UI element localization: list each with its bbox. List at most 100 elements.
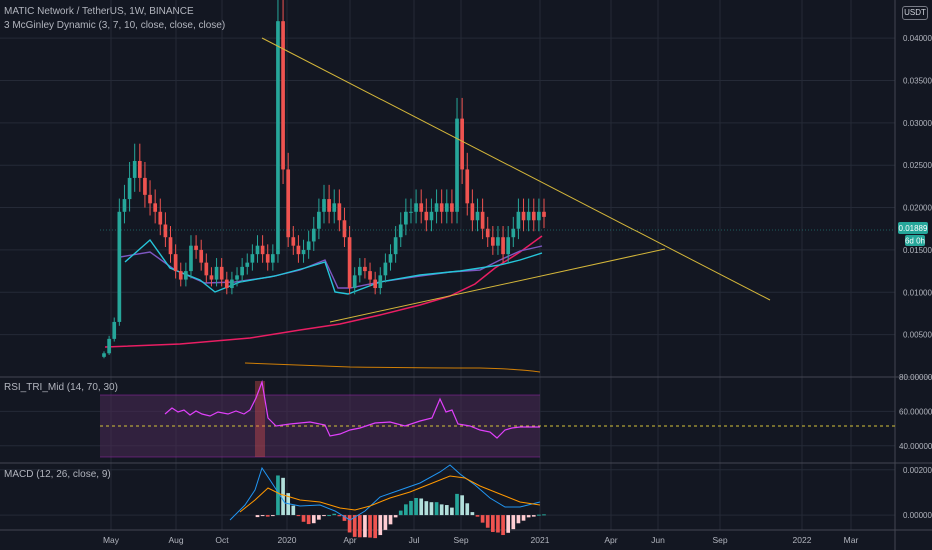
candle-body[interactable] (137, 160, 142, 178)
candle-body[interactable] (209, 275, 214, 280)
candle-body[interactable] (317, 211, 321, 229)
candle-body[interactable] (480, 211, 485, 229)
candle-body[interactable] (368, 271, 372, 280)
candle-body[interactable] (230, 279, 234, 289)
candle-body[interactable] (521, 211, 526, 221)
candle-body[interactable] (470, 203, 475, 221)
candle-body[interactable] (153, 203, 158, 212)
candle-body[interactable] (117, 211, 122, 322)
symbol-title[interactable]: MATIC Network / TetherUS, 1W, BINANCE (4, 6, 194, 17)
macd-histogram-bar (363, 515, 367, 538)
candle-body[interactable] (158, 211, 163, 225)
candle-body[interactable] (537, 211, 541, 221)
countdown-badge (905, 235, 925, 246)
candle-body[interactable] (132, 160, 137, 178)
candle-body[interactable] (250, 254, 255, 263)
candle-body[interactable] (414, 203, 418, 212)
candle-body[interactable] (439, 203, 444, 212)
candle-body[interactable] (322, 199, 326, 212)
candle-body[interactable] (301, 249, 306, 255)
currency-badge[interactable]: USDT (902, 6, 928, 20)
candle-body[interactable] (409, 211, 413, 213)
candle-body[interactable] (465, 169, 470, 204)
candle-body[interactable] (214, 266, 219, 280)
candle-body[interactable] (516, 211, 521, 229)
candle-body[interactable] (296, 245, 301, 255)
candle-body[interactable] (260, 245, 265, 255)
candle-body[interactable] (143, 177, 147, 195)
candle-body[interactable] (388, 254, 393, 263)
candle-body[interactable] (189, 245, 193, 272)
candle-body[interactable] (184, 271, 188, 280)
candle-body[interactable] (194, 245, 198, 250)
candle-body[interactable] (357, 266, 362, 276)
candle-body[interactable] (404, 211, 408, 225)
macd-histogram-bar (470, 512, 475, 516)
candle-body[interactable] (393, 237, 398, 255)
candle-body[interactable] (127, 177, 132, 200)
candle-body[interactable] (122, 199, 127, 212)
candle-body[interactable] (332, 203, 337, 212)
candle-body[interactable] (224, 279, 229, 289)
candle-body[interactable] (276, 21, 280, 255)
candle-body[interactable] (424, 211, 429, 221)
candle-body[interactable] (311, 228, 316, 242)
candle-body[interactable] (506, 237, 511, 255)
candle-body[interactable] (429, 211, 434, 221)
candle-body[interactable] (291, 237, 296, 246)
candle-body[interactable] (450, 203, 454, 212)
lower-trendline[interactable] (329, 248, 666, 323)
candle-body[interactable] (219, 266, 224, 280)
candle-body[interactable] (542, 211, 546, 217)
candle-body[interactable] (245, 262, 250, 267)
candle-body[interactable] (363, 266, 367, 272)
candle-body[interactable] (373, 279, 378, 289)
candle-body[interactable] (255, 245, 260, 255)
candle-body[interactable] (352, 275, 357, 289)
candle-body[interactable] (490, 237, 495, 246)
candle-body[interactable] (475, 211, 480, 221)
candle-body[interactable] (204, 262, 209, 276)
candle-body[interactable] (327, 199, 331, 212)
candle-body[interactable] (455, 118, 459, 212)
candle-body[interactable] (347, 237, 352, 289)
candle-body[interactable] (501, 237, 505, 255)
candle-body[interactable] (173, 254, 178, 272)
candle-body[interactable] (240, 266, 244, 276)
candle-body[interactable] (270, 254, 275, 263)
candle-body[interactable] (107, 338, 111, 354)
candle-body[interactable] (383, 262, 388, 276)
candle-body[interactable] (496, 237, 500, 246)
candle-body[interactable] (526, 211, 531, 221)
macd-histogram (255, 475, 546, 539)
mcginley-legend[interactable]: 3 McGinley Dynamic (3, 7, 10, close, clo… (4, 20, 226, 31)
y-tick-label: 0.03500 (903, 76, 932, 85)
candle-body[interactable] (342, 220, 347, 238)
candle-body[interactable] (306, 241, 311, 250)
candle-body[interactable] (485, 228, 490, 238)
candle-body[interactable] (337, 203, 342, 221)
candle-body[interactable] (199, 249, 204, 263)
candle-body[interactable] (398, 224, 403, 238)
candle-body[interactable] (444, 203, 449, 212)
candle-body[interactable] (460, 118, 464, 170)
candle-body[interactable] (102, 353, 106, 357)
candle-body[interactable] (378, 275, 383, 289)
macd-legend[interactable]: MACD (12, 26, close, 9) (4, 469, 111, 480)
candle-body[interactable] (163, 224, 168, 238)
candle-body[interactable] (235, 275, 239, 280)
candle-body[interactable] (112, 321, 117, 339)
candle-body[interactable] (511, 228, 516, 238)
candle-body[interactable] (286, 169, 291, 238)
rsi-legend[interactable]: RSI_TRI_Mid (14, 70, 30) (4, 382, 118, 393)
candle-body[interactable] (419, 203, 424, 212)
upper-trendline[interactable] (261, 37, 771, 301)
candle-body[interactable] (178, 271, 183, 280)
candle-body[interactable] (281, 21, 285, 170)
candle-body[interactable] (531, 211, 536, 221)
candle-body[interactable] (148, 194, 152, 204)
candle-body[interactable] (434, 203, 439, 212)
candle-body[interactable] (265, 254, 270, 263)
candle-body[interactable] (168, 237, 173, 255)
